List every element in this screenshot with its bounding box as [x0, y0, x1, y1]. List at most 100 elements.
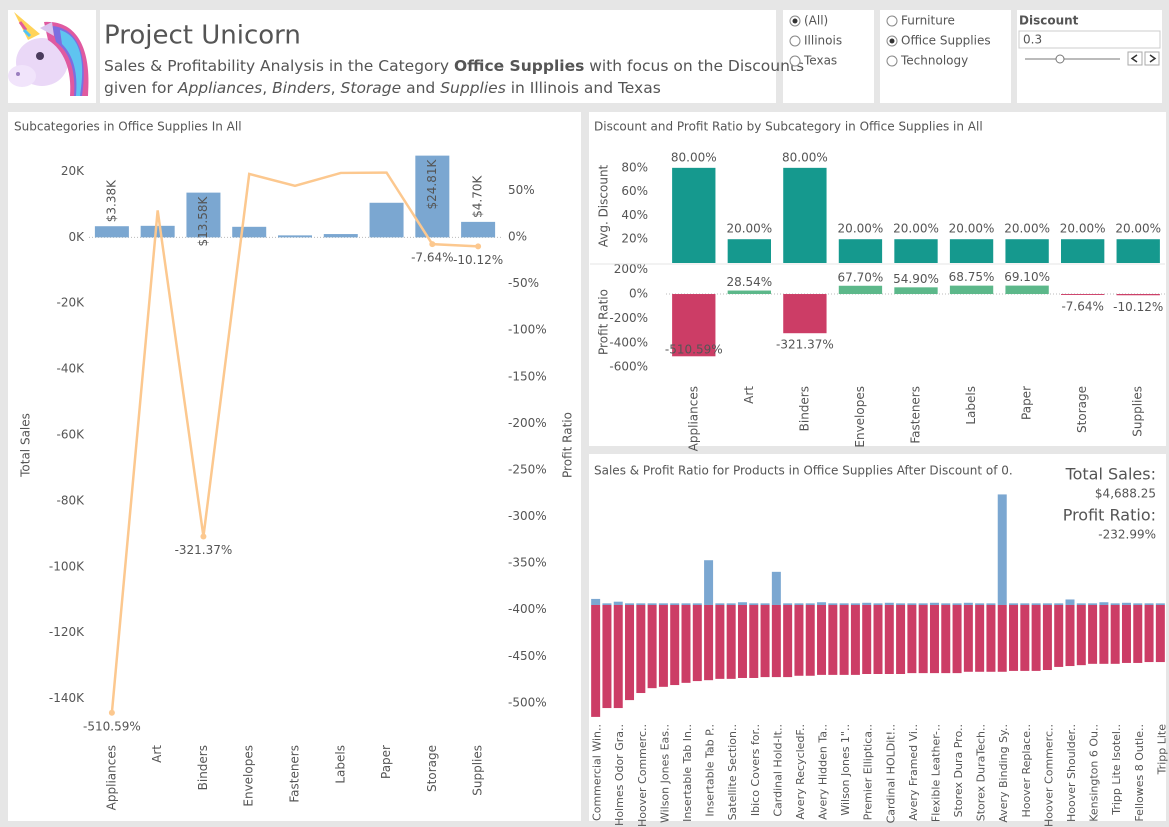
subtitle: Sales & Profitability Analysis in the Ca…: [104, 57, 804, 97]
bar: [591, 598, 601, 605]
discount-label: Discount: [1019, 14, 1079, 28]
subtitle-part: Binders: [272, 79, 331, 97]
bar: [737, 602, 747, 605]
x-tick-label: Storex Dura Pro..: [952, 724, 965, 817]
radio-button[interactable]: [789, 35, 801, 47]
bar: [658, 605, 668, 687]
bar: [963, 602, 973, 605]
bar: [1005, 239, 1049, 263]
bar: [918, 603, 928, 605]
bar: [1121, 605, 1131, 663]
bar: [1076, 603, 1086, 605]
chart-panel: [8, 112, 581, 821]
y-tick-label: 60%: [621, 184, 648, 198]
bar: [1054, 603, 1064, 605]
data-label: $13.58K: [196, 195, 210, 246]
x-tick-label: Storage: [425, 745, 439, 792]
x-tick-label: Ibico Covers for..: [749, 724, 762, 816]
x-tick-label: Satellite Section..: [726, 724, 739, 820]
y-tick-label: -80K: [57, 493, 86, 507]
bar: [794, 603, 804, 605]
bar: [1061, 239, 1105, 263]
bar: [415, 155, 450, 238]
data-label: $3.38K: [104, 179, 118, 222]
discount-input[interactable]: [1018, 30, 1161, 49]
data-label: -7.64%: [1061, 299, 1103, 313]
bar: [1099, 605, 1109, 664]
bar: [704, 605, 714, 681]
data-label: 20.00%: [726, 222, 772, 236]
bar: [975, 603, 985, 605]
line-point: [429, 241, 436, 248]
bar: [737, 605, 747, 678]
y2-tick-label: -150%: [508, 369, 547, 383]
radio-button[interactable]: [789, 55, 801, 67]
bar: [873, 603, 883, 605]
radio-label: Furniture: [901, 14, 955, 28]
bar: [1116, 294, 1160, 296]
bar: [625, 605, 635, 701]
bar: [704, 560, 714, 605]
x-tick-label: Flexible Leather-..: [929, 724, 942, 822]
bar: [1009, 605, 1019, 671]
bar: [140, 225, 175, 238]
radio-button[interactable]: [886, 55, 898, 67]
bar: [873, 605, 883, 674]
bar: [1042, 605, 1052, 671]
bar: [1099, 602, 1109, 605]
bar: [1042, 603, 1052, 605]
arrow-icon: [1130, 54, 1138, 63]
slider-knob[interactable]: [1055, 54, 1065, 64]
bar: [1116, 239, 1160, 263]
slider-next[interactable]: [1144, 51, 1160, 66]
bar: [672, 167, 716, 263]
bar: [1110, 605, 1120, 664]
bar: [783, 294, 827, 334]
data-label: 20.00%: [949, 222, 995, 236]
bar: [1133, 605, 1143, 663]
x-tick-label: Labels: [964, 386, 978, 425]
y2-tick-label: -300%: [508, 509, 547, 523]
bar: [783, 167, 827, 263]
bar: [613, 601, 623, 605]
x-tick-label: Wilson Jones Eas..: [658, 724, 671, 823]
bar: [918, 605, 928, 674]
bar: [997, 605, 1007, 672]
x-tick-label: Fasteners: [909, 386, 923, 444]
x-tick-label: Envelopes: [242, 745, 256, 807]
x-tick-label: Appliances: [104, 745, 118, 810]
bar: [726, 603, 736, 605]
x-tick-label: Avery Hidden Ta..: [817, 724, 830, 820]
bar: [1020, 605, 1030, 671]
x-tick-label: Storex DuraTech..: [975, 724, 988, 821]
radio-dot: [792, 18, 798, 24]
x-tick-label: Labels: [333, 745, 347, 784]
data-label: -510.59%: [665, 343, 723, 357]
bar: [838, 285, 883, 295]
subtitle-part: given for: [104, 79, 178, 97]
bar: [929, 605, 939, 674]
y2-axis-title: Profit Ratio: [561, 412, 575, 478]
bar: [1061, 294, 1105, 295]
slider-prev[interactable]: [1127, 51, 1143, 66]
data-label: 20.00%: [1004, 222, 1050, 236]
dashboard-title: Project Unicorn: [104, 21, 301, 51]
x-tick-label: Commercial Win..: [591, 724, 604, 821]
x-tick-label: Appliances: [686, 386, 700, 451]
radio-label: Texas: [803, 54, 837, 68]
bar: [1155, 603, 1165, 605]
x-tick-label: Insertable Tab In..: [681, 724, 694, 822]
radio-button[interactable]: [886, 15, 898, 27]
bar: [1005, 285, 1049, 295]
bar: [783, 605, 793, 678]
radio-label: (All): [804, 14, 828, 28]
x-tick-label: Envelopes: [853, 386, 867, 448]
x-tick-label: Cardinal HOLDit!..: [884, 724, 897, 823]
y-tick-label: 20%: [621, 232, 648, 246]
y2-tick-label: -100%: [508, 323, 547, 337]
bar: [1121, 602, 1131, 605]
y2-tick-label: 200%: [614, 262, 648, 276]
bar: [647, 603, 657, 605]
chart-title: Discount and Profit Ratio by Subcategory…: [594, 120, 983, 134]
bar: [884, 602, 894, 605]
